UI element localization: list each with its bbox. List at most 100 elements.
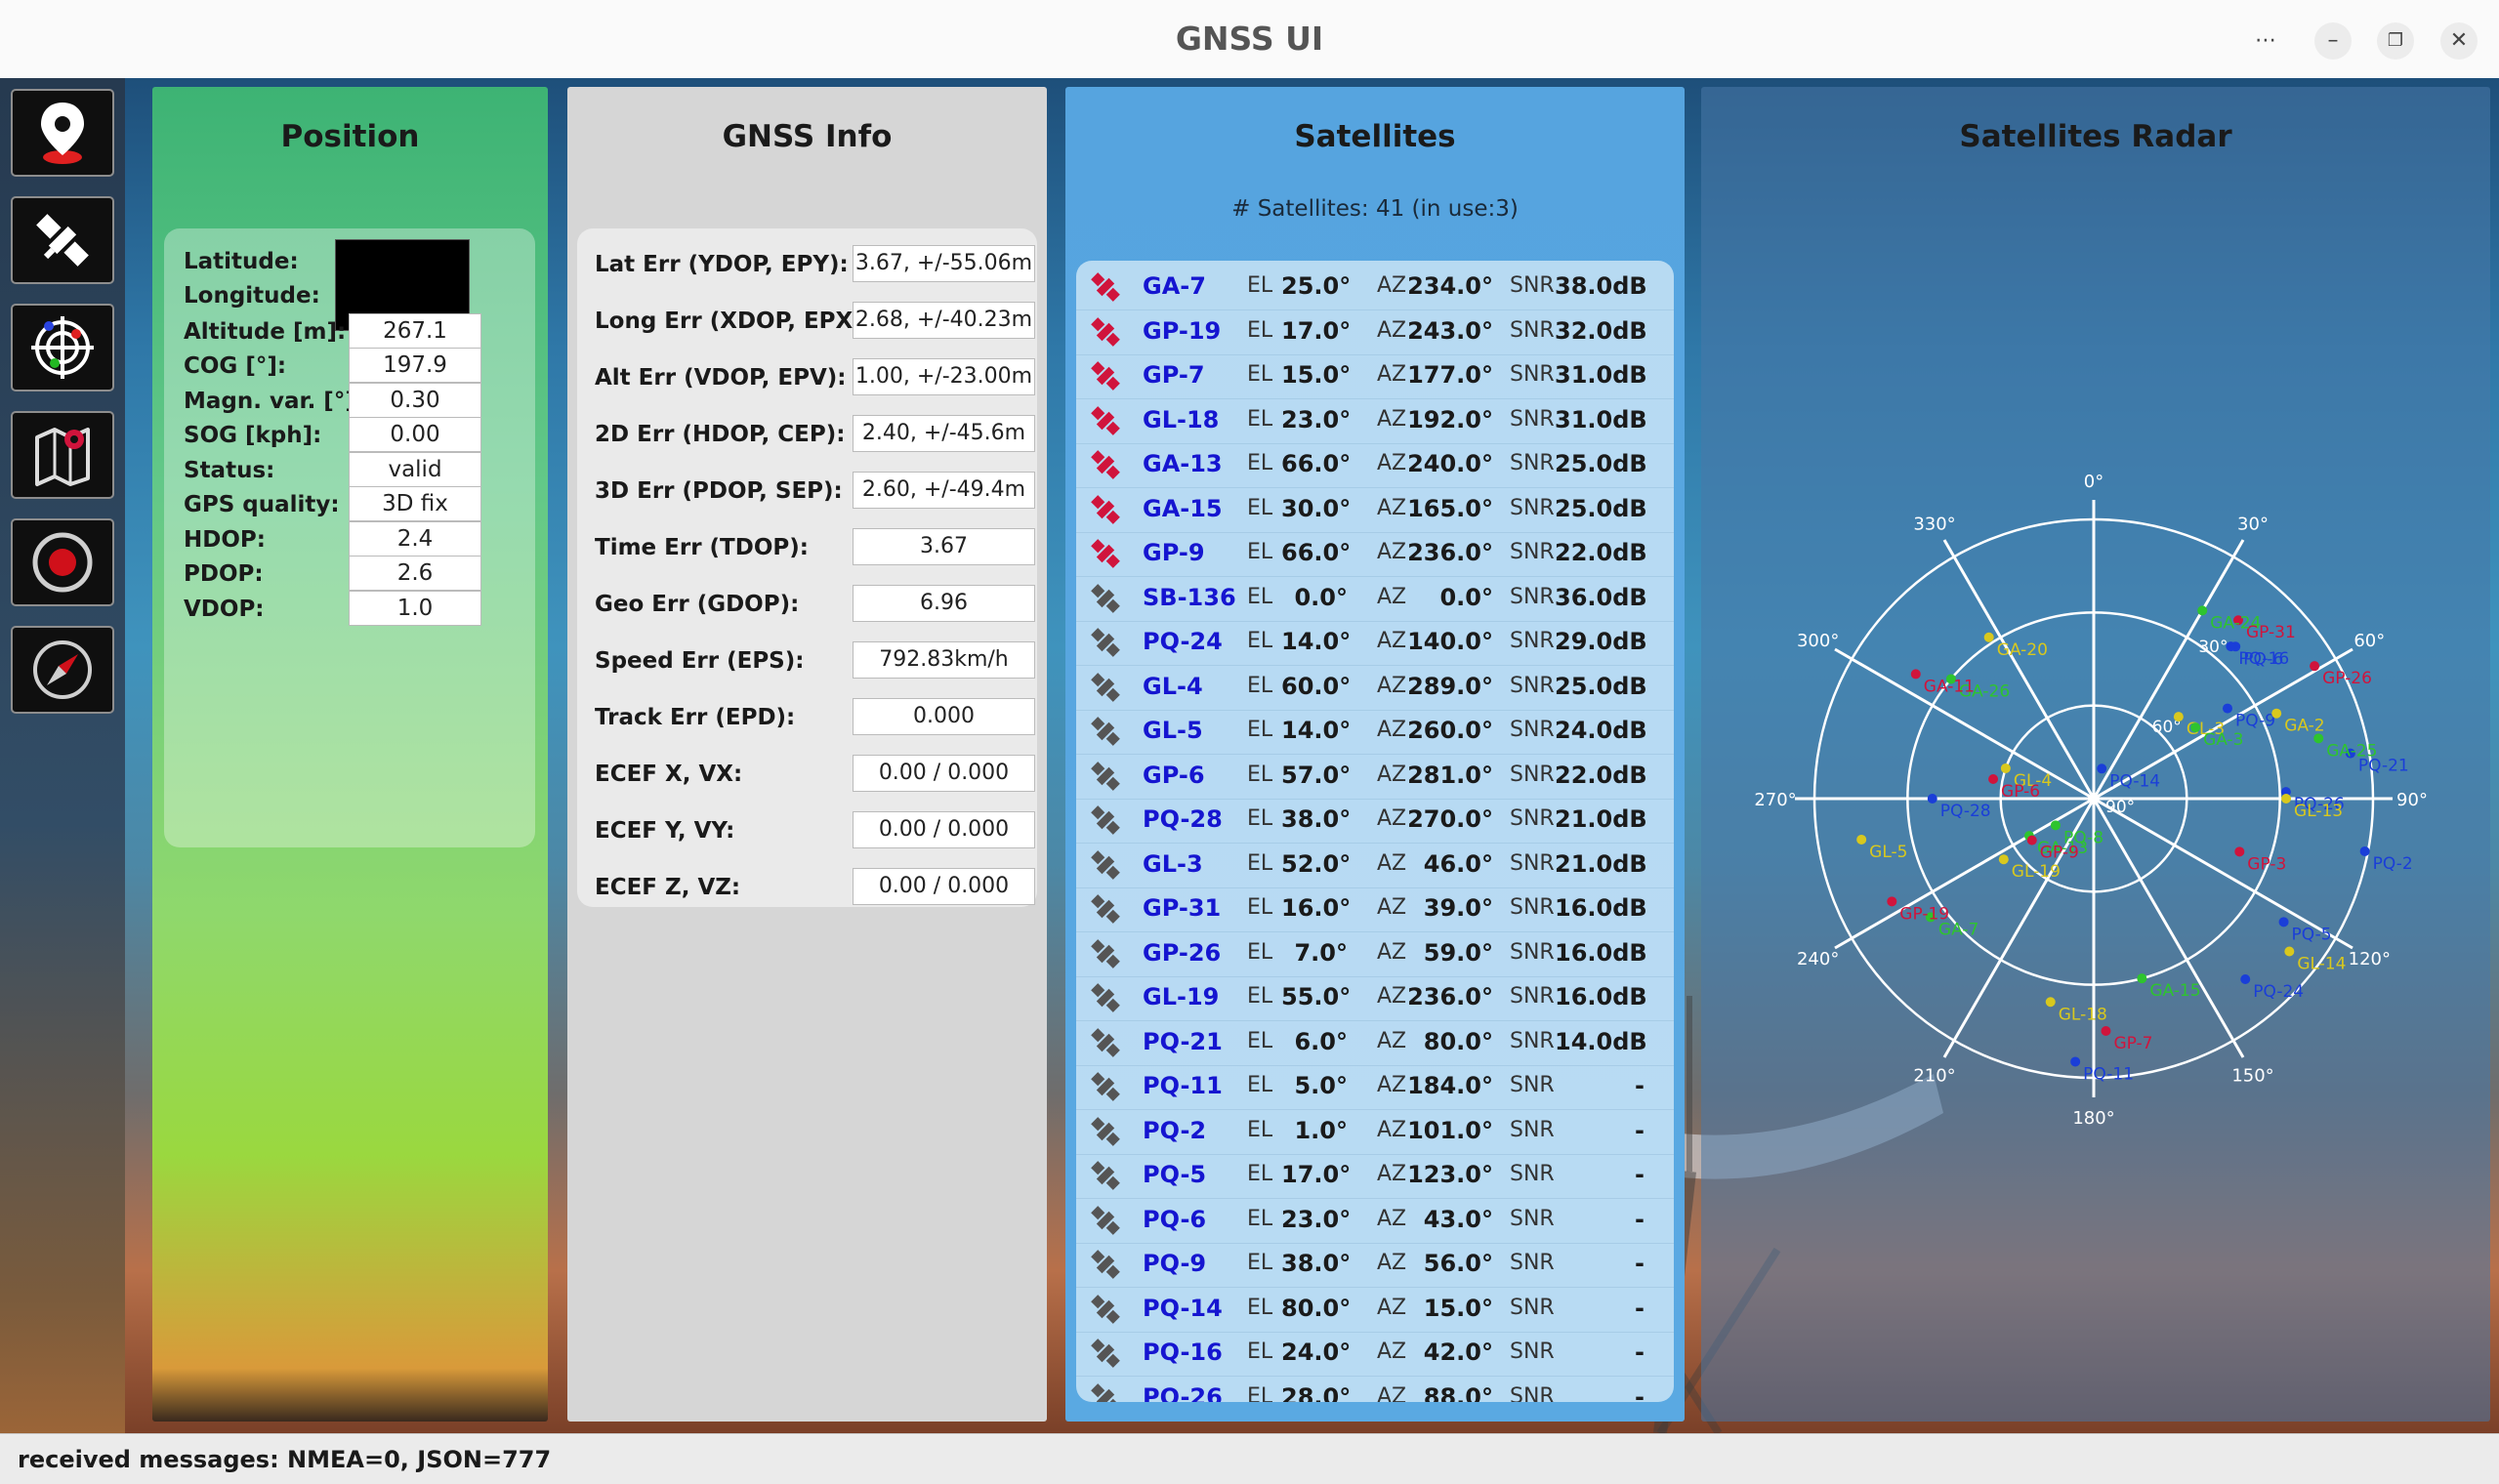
satellite-row[interactable]: PQ-14 EL 80.0° AZ 15.0° SNR -	[1076, 1287, 1674, 1333]
satellite-row[interactable]: GL-18 EL 23.0° AZ 192.0° SNR 31.0dB	[1076, 398, 1674, 444]
satellite-row[interactable]: GP-7 EL 15.0° AZ 177.0° SNR 31.0dB	[1076, 353, 1674, 399]
nav-gnss-info-button[interactable]	[11, 196, 114, 284]
satellite-icon	[1091, 983, 1120, 1012]
azimuth-value: 140.0°	[1407, 628, 1493, 655]
nav-satellites-button[interactable]	[11, 304, 114, 392]
satellite-row[interactable]: PQ-9 EL 38.0° AZ 56.0° SNR -	[1076, 1242, 1674, 1288]
satellite-name: SB-136	[1143, 583, 1236, 611]
satellite-row[interactable]: PQ-28 EL 38.0° AZ 270.0° SNR 21.0dB	[1076, 798, 1674, 844]
position-value: 267.1	[349, 313, 481, 349]
satellite-row[interactable]: GA-7 EL 25.0° AZ 234.0° SNR 38.0dB	[1076, 265, 1674, 310]
satellite-row[interactable]: PQ-16 EL 24.0° AZ 42.0° SNR -	[1076, 1331, 1674, 1377]
window-title: GNSS UI	[1175, 20, 1324, 58]
position-value: 0.30	[349, 383, 481, 418]
snr-key: SNR	[1510, 1073, 1555, 1097]
elevation-key: EL	[1247, 1028, 1273, 1053]
satellite-row[interactable]: GP-31 EL 16.0° AZ 39.0° SNR 16.0dB	[1076, 886, 1674, 932]
radar-satellite-label: GP-7	[2113, 1034, 2152, 1053]
snr-key: SNR	[1510, 362, 1555, 387]
elevation-key: EL	[1247, 939, 1273, 965]
satellite-icon	[1091, 849, 1120, 880]
satellite-row[interactable]: GL-19 EL 55.0° AZ 236.0° SNR 16.0dB	[1076, 975, 1674, 1021]
satellite-name: GP-31	[1143, 894, 1222, 922]
satellite-row[interactable]: SB-136 EL 0.0° AZ 0.0° SNR 36.0dB	[1076, 576, 1674, 622]
elevation-value: 38.0°	[1281, 805, 1352, 833]
satellite-icon	[1091, 1294, 1120, 1324]
more-options-icon[interactable]: ⋯	[2255, 28, 2276, 53]
radar-azimuth-label: 180°	[2072, 1108, 2114, 1129]
satellite-name: PQ-11	[1143, 1072, 1223, 1099]
snr-key: SNR	[1510, 273, 1555, 298]
nav-compass-button[interactable]	[11, 626, 114, 714]
satellite-row[interactable]: GP-19 EL 17.0° AZ 243.0° SNR 32.0dB	[1076, 309, 1674, 355]
elevation-value: 66.0°	[1281, 539, 1352, 566]
azimuth-key: AZ	[1377, 895, 1407, 920]
minimize-button[interactable]: –	[2314, 22, 2352, 60]
radar-spoke	[1942, 798, 2096, 1058]
satellite-icon	[1091, 628, 1120, 657]
satellite-row[interactable]: GL-3 EL 52.0° AZ 46.0° SNR 21.0dB	[1076, 843, 1674, 888]
radar-satellite-dot	[2234, 846, 2245, 857]
gnss-info-value: 3.67	[853, 528, 1035, 565]
satellite-row[interactable]: PQ-6 EL 23.0° AZ 43.0° SNR -	[1076, 1198, 1674, 1244]
snr-value: 16.0dB	[1555, 894, 1647, 922]
satellite-row[interactable]: GA-15 EL 30.0° AZ 165.0° SNR 25.0dB	[1076, 487, 1674, 533]
elevation-key: EL	[1247, 1383, 1273, 1403]
satellite-row[interactable]: PQ-2 EL 1.0° AZ 101.0° SNR -	[1076, 1109, 1674, 1155]
azimuth-value: 192.0°	[1407, 405, 1493, 433]
radar-satellite-dot	[2101, 1026, 2111, 1037]
position-value: 3D fix	[349, 486, 481, 521]
map-icon	[35, 428, 90, 486]
snr-key: SNR	[1510, 850, 1555, 876]
satellite-row[interactable]: GA-13 EL 66.0° AZ 240.0° SNR 25.0dB	[1076, 442, 1674, 488]
radar-azimuth-label: 330°	[1913, 515, 1955, 535]
gnss-info-value: 1.00, +/-23.00m	[853, 358, 1035, 395]
elevation-key: EL	[1247, 1340, 1273, 1364]
satellite-row[interactable]: PQ-26 EL 28.0° AZ 88.0° SNR -	[1076, 1376, 1674, 1403]
snr-value: 21.0dB	[1555, 805, 1647, 833]
satellite-icon	[1091, 1382, 1120, 1402]
gnss-info-label: 3D Err (PDOP, SEP):	[595, 478, 843, 504]
radar-satellite-dot	[1925, 912, 1936, 923]
azimuth-value: 43.0°	[1423, 1205, 1493, 1233]
maximize-button[interactable]: ❐	[2377, 22, 2414, 60]
snr-value: -	[1635, 1116, 1645, 1144]
snr-value: -	[1635, 1294, 1645, 1322]
azimuth-value: 289.0°	[1407, 672, 1493, 700]
azimuth-value: 80.0°	[1423, 1027, 1493, 1055]
close-button[interactable]: ✕	[2440, 22, 2478, 60]
radar-satellite-dot	[2197, 605, 2208, 616]
satellite-row[interactable]: GP-26 EL 7.0° AZ 59.0° SNR 16.0dB	[1076, 931, 1674, 977]
azimuth-key: AZ	[1377, 406, 1407, 432]
radar-satellite-dot	[1927, 794, 1937, 804]
radar-satellite-label: GA-24	[2210, 613, 2261, 633]
satellite-row[interactable]: PQ-24 EL 14.0° AZ 140.0° SNR 29.0dB	[1076, 620, 1674, 666]
azimuth-value: 101.0°	[1407, 1116, 1493, 1144]
elevation-value: 5.0°	[1294, 1072, 1348, 1099]
azimuth-key: AZ	[1377, 1117, 1407, 1142]
nav-record-button[interactable]	[11, 518, 114, 606]
satellite-row[interactable]: PQ-21 EL 6.0° AZ 80.0° SNR 14.0dB	[1076, 1020, 1674, 1066]
satellite-list[interactable]: GA-7 EL 25.0° AZ 234.0° SNR 38.0dB GP-19 EL 17.0°…	[1076, 261, 1674, 1402]
satellite-icon	[1091, 938, 1120, 969]
snr-key: SNR	[1510, 806, 1555, 831]
nav-position-button[interactable]	[11, 89, 114, 177]
radar-panel-title: Satellites Radar	[1959, 119, 2232, 154]
nav-map-button[interactable]	[11, 411, 114, 499]
elevation-value: 23.0°	[1281, 1205, 1352, 1233]
snr-key: SNR	[1510, 1162, 1555, 1186]
snr-value: 36.0dB	[1555, 583, 1647, 611]
snr-value: 31.0dB	[1555, 405, 1647, 433]
satellite-name: PQ-21	[1143, 1027, 1223, 1055]
satellite-row[interactable]: GL-4 EL 60.0° AZ 289.0° SNR 25.0dB	[1076, 665, 1674, 711]
radar-satellite-dot	[2026, 835, 2037, 845]
satellite-used-icon	[1091, 494, 1120, 524]
azimuth-value: 56.0°	[1423, 1250, 1493, 1277]
satellite-row[interactable]: GP-9 EL 66.0° AZ 236.0° SNR 22.0dB	[1076, 531, 1674, 577]
satellite-row[interactable]: GL-5 EL 14.0° AZ 260.0° SNR 24.0dB	[1076, 709, 1674, 755]
satellite-row[interactable]: PQ-5 EL 17.0° AZ 123.0° SNR -	[1076, 1153, 1674, 1199]
satellite-row[interactable]: GP-6 EL 57.0° AZ 281.0° SNR 22.0dB	[1076, 754, 1674, 800]
satellite-row[interactable]: PQ-11 EL 5.0° AZ 184.0° SNR -	[1076, 1064, 1674, 1110]
satellite-used-icon	[1091, 539, 1120, 568]
status-bar: received messages: NMEA=0, JSON=777	[0, 1433, 2499, 1484]
